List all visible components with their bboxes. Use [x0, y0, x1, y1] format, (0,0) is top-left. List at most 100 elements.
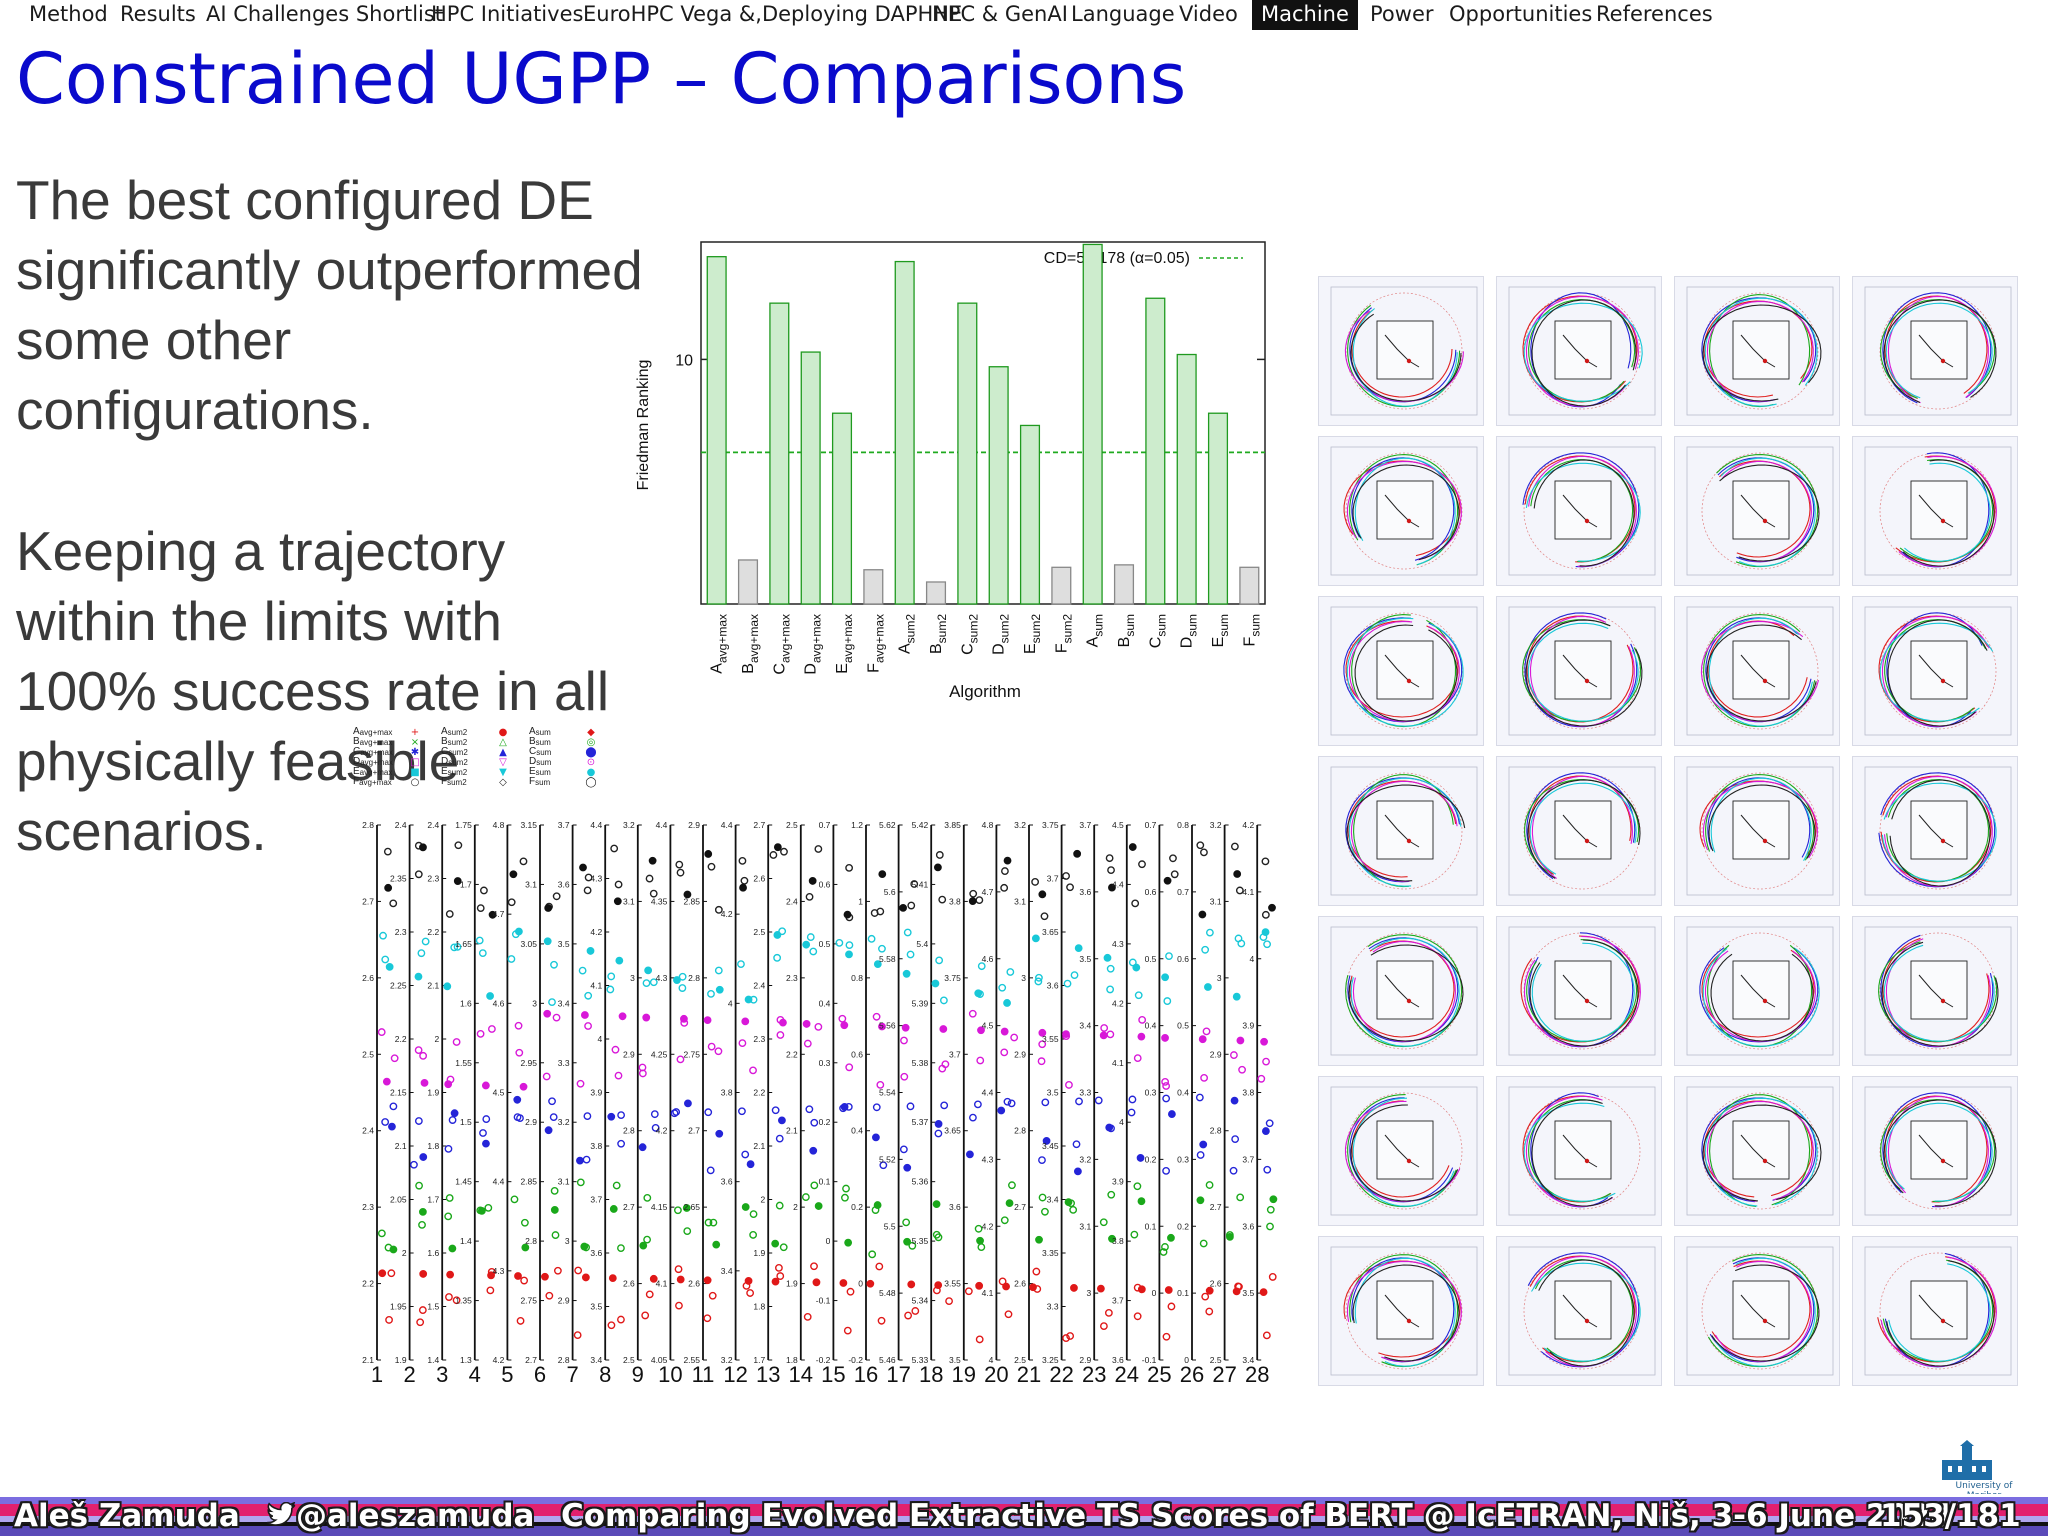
- scatter-point: [1266, 1222, 1274, 1231]
- scatter-point: [419, 1270, 428, 1278]
- scatter-point: [1004, 1310, 1013, 1319]
- inset-trace: [1740, 334, 1776, 368]
- trajectory-line: [1528, 455, 1637, 567]
- bar: [706, 256, 727, 605]
- bar-chart-xtick-label: Asum: [1085, 614, 1106, 647]
- inset-point: [1940, 998, 1946, 1004]
- column-tick-label: 3.1: [558, 1177, 570, 1187]
- scatter-point: [510, 1195, 519, 1204]
- nav-item-ai-challenges-shortlist[interactable]: AI Challenges Shortlist: [206, 2, 444, 26]
- scatter-point: [383, 847, 392, 856]
- column-tick-label: 4.7: [493, 909, 505, 919]
- scatter-point: [906, 1102, 915, 1111]
- twitter-bird-icon[interactable]: [266, 1502, 296, 1528]
- scatter-point: [581, 1273, 590, 1282]
- scatter-point: [778, 1116, 786, 1125]
- nav-item-references[interactable]: References: [1596, 2, 1713, 26]
- scatter-point: [1133, 1312, 1142, 1321]
- plot-frame: [1686, 1086, 1834, 1216]
- scatter-point: [618, 1012, 627, 1021]
- scatter-point: [1066, 883, 1074, 892]
- bar: [1019, 424, 1041, 605]
- nav-item-hpc-genai[interactable]: HPC & GenAI: [932, 2, 1068, 26]
- scatter-point: [704, 1218, 713, 1227]
- scatter-point: [1031, 878, 1040, 886]
- column-tick-label: 2.8: [1210, 1126, 1222, 1136]
- column-tick-label: 2.6: [688, 1279, 700, 1289]
- column-tick-label: 2.3: [395, 927, 407, 937]
- scatter-point: [1260, 1037, 1268, 1046]
- scatter-point: [390, 1054, 399, 1063]
- scatter-point: [1064, 1198, 1073, 1207]
- footer-stripes: [0, 1494, 2048, 1536]
- scatter-point: [749, 1210, 758, 1218]
- plot-frame: [1864, 446, 2012, 576]
- scatter-point: [419, 1051, 428, 1060]
- nav-item-opportunities[interactable]: Opportunities: [1449, 2, 1593, 26]
- dot-legend-label: Fsum2: [441, 776, 467, 787]
- scatter-point: [1006, 968, 1015, 976]
- scatter-point: [414, 870, 423, 879]
- scatter-point: [672, 1108, 681, 1116]
- plot-frame: [1330, 286, 1478, 416]
- scatter-point: [1263, 1165, 1272, 1174]
- scatter-point: [1196, 841, 1205, 850]
- trajectory-line: [1524, 779, 1640, 875]
- nav-item-hpc-initiatives[interactable]: HPC Initiatives: [431, 2, 584, 26]
- column-tick-label: 2.2: [786, 1049, 798, 1059]
- plot-frame: [1864, 1086, 2012, 1216]
- scatter-point: [1163, 997, 1172, 1005]
- nav-item-language[interactable]: Language: [1071, 2, 1175, 26]
- plot-frame: [1508, 766, 1656, 896]
- column-tick-label: 2.5: [623, 1355, 635, 1365]
- scatter-point: [934, 1281, 943, 1290]
- inset-trace: [1740, 814, 1776, 848]
- nav-item-machine[interactable]: Machine: [1252, 0, 1358, 30]
- scatter-point: [1104, 1308, 1113, 1317]
- column-tick-label: 2.4: [753, 981, 765, 991]
- scatter-point: [1074, 944, 1083, 953]
- column-tick-label: 5.62: [879, 820, 896, 830]
- bar: [1145, 297, 1166, 605]
- bar-chart-xtick-label: Favg+max: [865, 614, 886, 673]
- footer-handle[interactable]: @aleszamuda: [296, 1498, 535, 1534]
- scatter-point: [614, 880, 623, 889]
- column-tick-label: 3.5: [1079, 954, 1091, 964]
- scatter-point: [876, 1080, 885, 1089]
- nav-item-method[interactable]: Method: [29, 2, 108, 26]
- bar-chart-xtick-label: Eavg+max: [834, 614, 855, 674]
- plot-frame: [1330, 1086, 1478, 1216]
- column-tick-label: 4.3: [590, 874, 602, 884]
- trajectory-line: [1354, 624, 1458, 722]
- plot-frame: [1686, 766, 1834, 896]
- column-xtick-label: 6: [534, 1362, 546, 1387]
- column-tick-label: 5.42: [912, 820, 929, 830]
- scatter-point: [584, 991, 593, 1000]
- column-tick-label: 0: [858, 1279, 863, 1289]
- scatter-point: [746, 1289, 755, 1297]
- scatter-point: [550, 1206, 559, 1214]
- trajectory-line: [1352, 1264, 1460, 1362]
- scatter-point: [1007, 1099, 1016, 1108]
- scatter-point: [649, 978, 658, 987]
- column-tick-label: 2.65: [683, 1202, 700, 1212]
- scatter-point: [1231, 1135, 1240, 1144]
- column-tick-label: 2.2: [753, 1088, 765, 1098]
- nav-item-video[interactable]: Video: [1179, 2, 1238, 26]
- nav-item-power[interactable]: Power: [1370, 2, 1434, 26]
- scatter-point: [579, 863, 587, 872]
- inset-trace: [1918, 1294, 1954, 1328]
- scatter-point: [973, 1100, 982, 1109]
- dot-legend-marker: ✱: [411, 747, 419, 758]
- column-tick-label: 2.2: [362, 1279, 374, 1289]
- nav-item-results[interactable]: Results: [120, 2, 196, 26]
- column-tick-label: 3.8: [1242, 1088, 1254, 1098]
- column-tick-label: 2.25: [390, 981, 407, 991]
- column-tick-label: 3.45: [1042, 1141, 1059, 1151]
- nav-item-eurohpc-vega[interactable]: EuroHPC Vega &,Deploying DAPHNE: [583, 2, 963, 26]
- scatter-point: [583, 1112, 592, 1121]
- scatter-point: [638, 1143, 647, 1152]
- scatter-point: [415, 1181, 423, 1190]
- scatter-point: [1108, 1234, 1116, 1243]
- dot-legend-label: Aavg+max: [353, 726, 392, 737]
